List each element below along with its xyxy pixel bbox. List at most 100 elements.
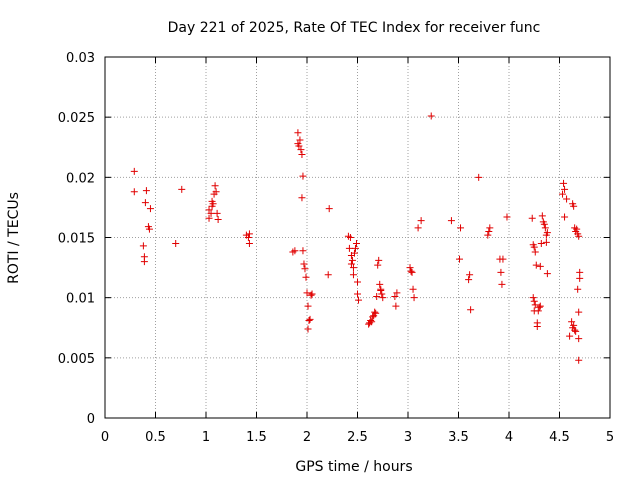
y-tick-label: 0 (87, 412, 95, 427)
data-point (530, 243, 538, 251)
data-point (530, 297, 538, 305)
data-point (139, 242, 147, 250)
data-point (347, 260, 355, 268)
data-point (543, 229, 551, 237)
x-tick-label: 5 (606, 430, 614, 445)
x-tick-label: 0.5 (145, 430, 166, 445)
data-point (568, 318, 576, 326)
y-tick-label: 0.015 (58, 232, 95, 247)
data-point (393, 289, 401, 297)
data-point (528, 214, 536, 222)
data-point (391, 292, 399, 300)
data-point (294, 129, 302, 137)
data-point (368, 318, 376, 326)
data-point (214, 215, 222, 223)
data-point (205, 206, 213, 214)
data-point (575, 335, 583, 343)
x-axis: 0 0.5 1 1.5 2 2.5 3 3.5 4 4.5 5 (101, 57, 614, 445)
data-point (372, 309, 380, 317)
data-point (130, 167, 138, 175)
data-point (531, 301, 539, 309)
data-point (369, 313, 377, 321)
x-tick-label: 4.5 (549, 430, 570, 445)
data-point (571, 326, 579, 334)
data-point (573, 225, 581, 233)
data-point (533, 323, 541, 331)
y-tick-label: 0.02 (66, 171, 95, 186)
data-point (485, 227, 493, 235)
data-point (566, 332, 574, 340)
data-point (575, 308, 583, 316)
data-point (375, 256, 383, 264)
data-point (427, 112, 435, 120)
data-point (346, 234, 354, 241)
y-tick-label: 0.01 (66, 292, 95, 307)
data-point (145, 225, 153, 233)
data-point (374, 261, 382, 269)
data-point (367, 317, 375, 325)
data-point (305, 317, 313, 325)
data-point (465, 276, 473, 284)
data-point (296, 136, 304, 144)
data-point (456, 255, 464, 263)
data-point (304, 325, 312, 333)
data-point (499, 255, 507, 263)
data-point (498, 280, 506, 288)
data-point (245, 240, 253, 248)
data-point (538, 212, 546, 220)
data-point (560, 179, 568, 187)
data-point (563, 195, 571, 203)
data-point (308, 290, 316, 298)
data-point (301, 265, 309, 273)
data-point (408, 268, 416, 276)
data-point (575, 356, 583, 364)
data-point (291, 247, 299, 255)
data-point (303, 289, 311, 297)
data-point (295, 142, 303, 150)
data-point (414, 224, 422, 232)
data-point (503, 213, 511, 221)
data-point (178, 185, 186, 193)
data-point (373, 292, 381, 300)
data-point (531, 248, 539, 256)
data-point (354, 290, 361, 298)
data-point (298, 194, 306, 202)
data-point (371, 308, 379, 316)
data-point (245, 230, 253, 238)
data-point (457, 224, 465, 232)
data-point (354, 278, 361, 286)
data-point (205, 214, 213, 222)
data-point (417, 217, 425, 225)
data-point (467, 306, 475, 314)
grid (105, 57, 610, 418)
y-axis-title: ROTI / TECUs (6, 192, 22, 284)
data-point (410, 294, 418, 302)
data-point (447, 217, 455, 225)
data-point (324, 271, 332, 279)
y-axis: 0 0.005 0.01 0.015 0.02 0.025 0.03 (58, 51, 610, 427)
data-point (475, 173, 483, 181)
data-point (535, 303, 543, 311)
data-point (207, 209, 215, 217)
x-tick-label: 3 (404, 430, 412, 445)
data-point (130, 188, 138, 196)
data-point (349, 264, 357, 272)
data-point (351, 244, 359, 252)
data-point (299, 172, 307, 180)
x-tick-label: 4 (505, 430, 513, 445)
data-point (213, 209, 221, 217)
data-point (575, 232, 583, 240)
data-point (379, 294, 387, 302)
data-point (352, 240, 360, 248)
data-point (378, 290, 386, 298)
x-tick-label: 2.5 (347, 430, 368, 445)
data-point (350, 249, 358, 257)
data-point (298, 150, 306, 158)
data-point (244, 234, 252, 241)
x-tick-label: 1 (202, 430, 210, 445)
data-point (407, 267, 415, 275)
data-point (212, 188, 220, 196)
data-point (297, 146, 305, 154)
data-point (302, 273, 310, 281)
